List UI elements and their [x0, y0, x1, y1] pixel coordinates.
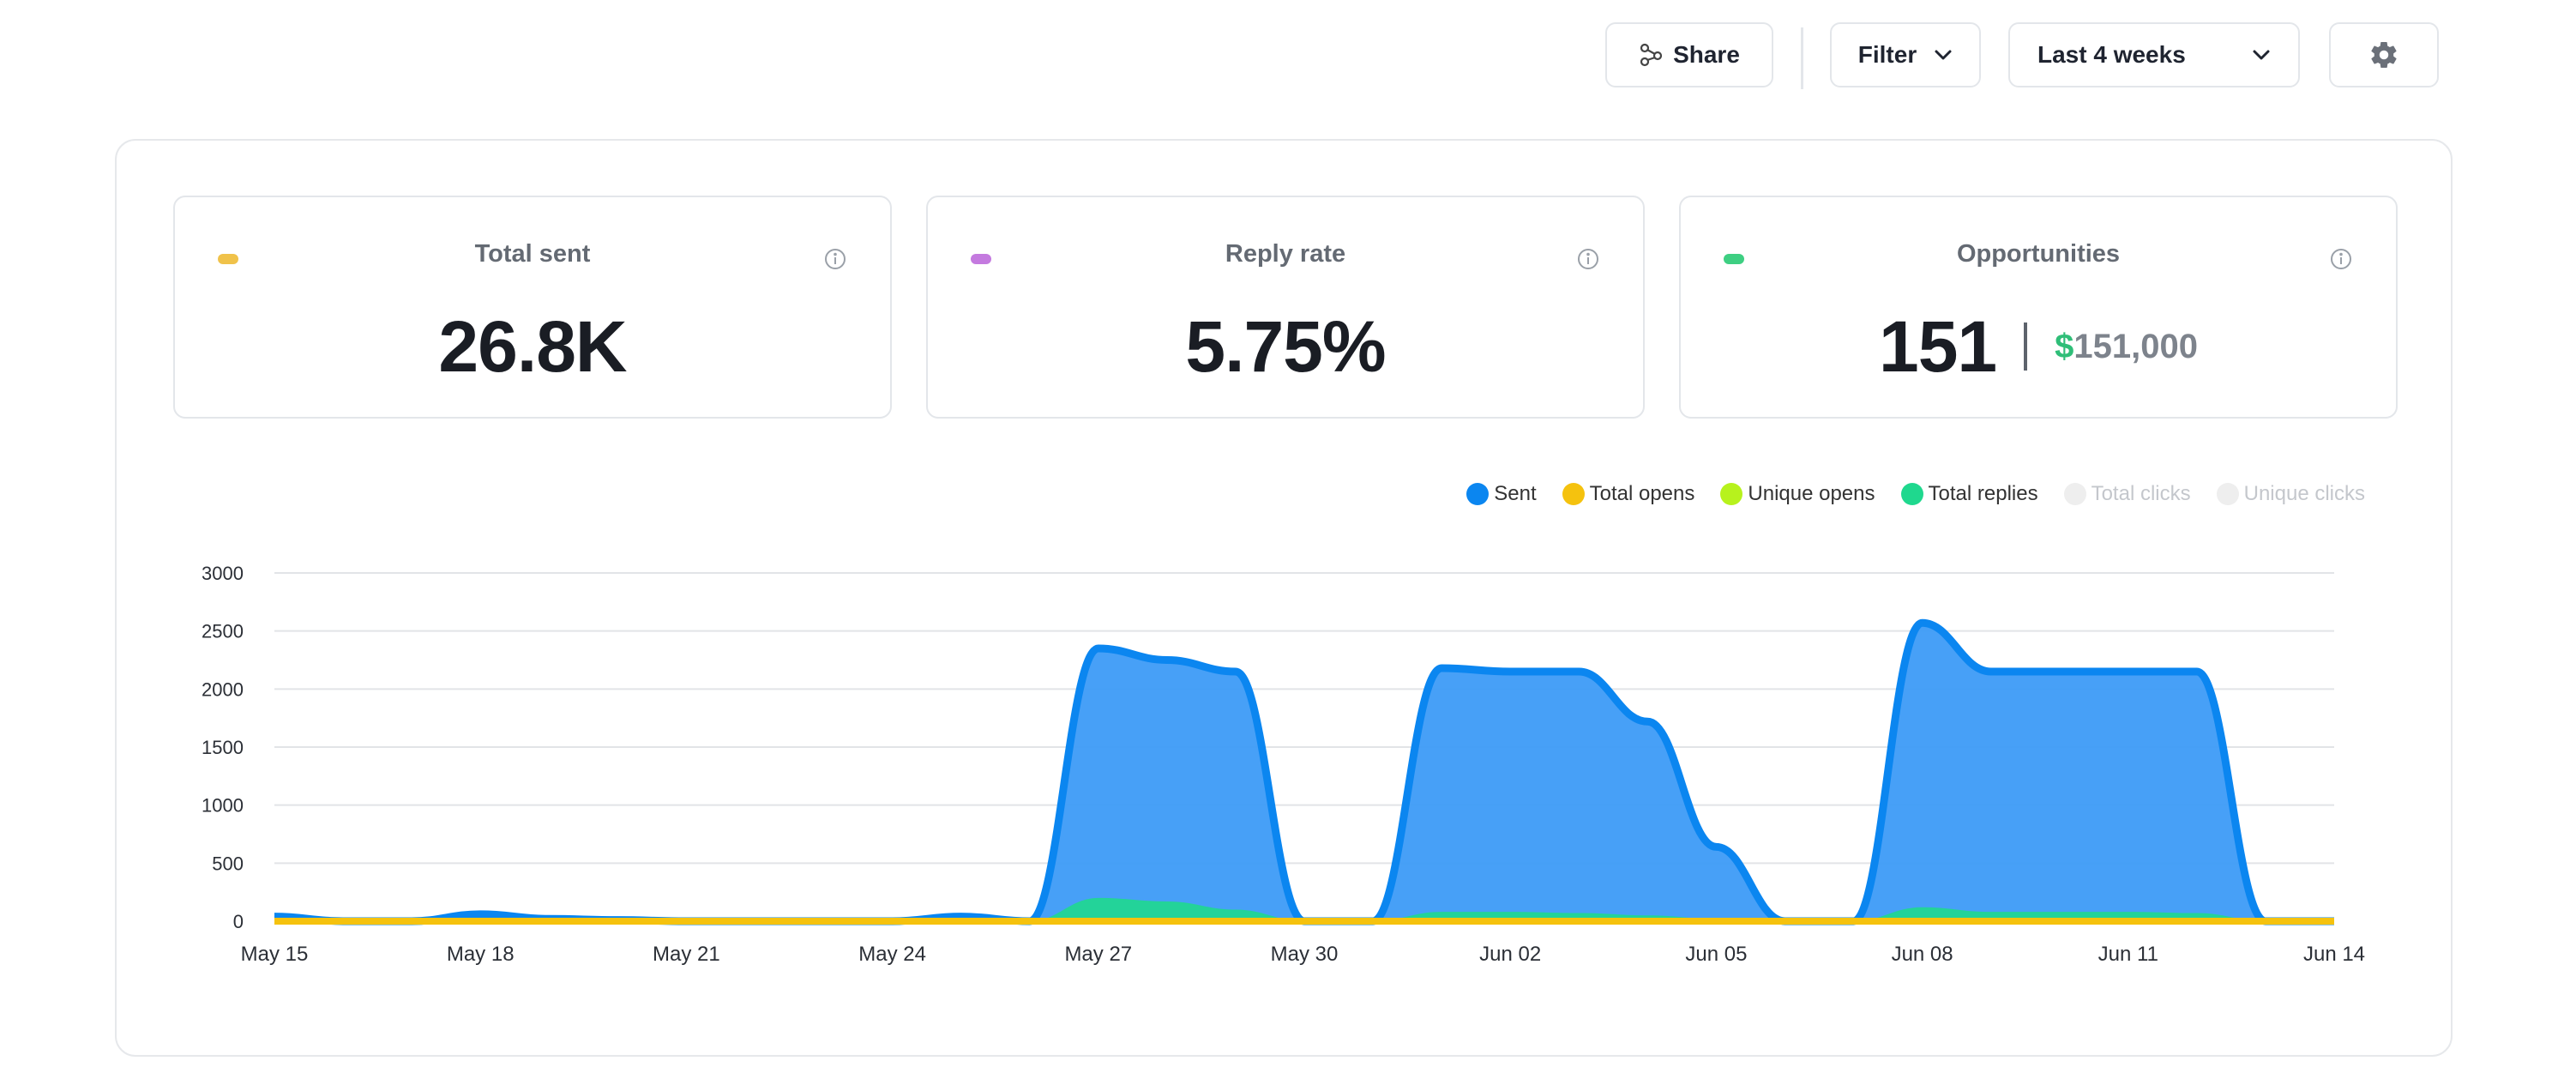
total-sent-value: 26.8K: [438, 306, 627, 387]
share-icon: [1639, 43, 1663, 67]
toolbar: Share Filter Last 4 weeks: [0, 22, 2576, 89]
reply-rate-card: Reply rate 5.75%: [926, 196, 1645, 419]
sent-area: [274, 623, 2334, 921]
legend-item-total-replies[interactable]: Total replies: [1900, 482, 2038, 506]
filter-label: Filter: [1857, 41, 1917, 68]
x-tick-label: May 24: [858, 943, 926, 966]
info-icon[interactable]: [823, 247, 847, 271]
y-tick-label: 1000: [202, 795, 244, 817]
x-tick-label: May 27: [1064, 943, 1132, 966]
x-tick-label: May 21: [653, 943, 720, 966]
legend-dot: [1466, 483, 1490, 505]
date-range-select[interactable]: Last 4 weeks: [2008, 22, 2300, 87]
x-tick-label: Jun 11: [2098, 943, 2158, 966]
opportunities-count: 151: [1879, 306, 1997, 387]
total-sent-title: Total sent: [474, 240, 591, 268]
x-tick-label: Jun 08: [1892, 943, 1953, 966]
opportunities-amount: $151,000: [2055, 329, 2198, 364]
x-tick-label: Jun 02: [1479, 943, 1541, 966]
settings-button[interactable]: [2329, 22, 2439, 87]
share-label: Share: [1673, 41, 1740, 68]
opportunities-amount-value: 151,000: [2073, 328, 2198, 365]
legend-dot: [2063, 483, 2086, 505]
y-tick-label: 1500: [202, 737, 244, 758]
reply-rate-value: 5.75%: [1185, 306, 1386, 387]
legend-label: Unique opens: [1748, 482, 1875, 505]
opportunities-indicator: [1724, 254, 1744, 264]
legend-dot: [2216, 483, 2239, 505]
chevron-down-icon: [1934, 49, 1953, 61]
gear-icon: [2368, 39, 2399, 70]
chart-legend: Sent Total opens Unique opens Total repl…: [1466, 482, 2365, 506]
share-button[interactable]: Share: [1605, 22, 1773, 87]
x-tick-label: Jun 14: [2303, 943, 2365, 966]
legend-dot: [1562, 483, 1585, 505]
currency-symbol: $: [2055, 328, 2074, 365]
y-tick-label: 2500: [202, 621, 244, 642]
x-tick-label: May 15: [241, 943, 309, 966]
legend-label: Total replies: [1928, 482, 2038, 505]
legend-label: Unique clicks: [2243, 482, 2365, 505]
legend-dot: [1900, 483, 1923, 505]
total-sent-indicator: [218, 254, 238, 264]
legend-dot: [1720, 483, 1743, 505]
y-tick-label: 0: [233, 911, 244, 932]
opportunities-value-row: 151 $151,000: [1681, 310, 2396, 383]
x-tick-label: May 30: [1271, 943, 1339, 966]
legend-label: Total clicks: [2091, 482, 2191, 505]
legend-item-total-opens[interactable]: Total opens: [1562, 482, 1695, 506]
opportunities-card: Opportunities 151 $151,000: [1679, 196, 2398, 419]
legend-item-total-clicks[interactable]: Total clicks: [2063, 482, 2191, 506]
toolbar-divider: [1801, 27, 1803, 89]
opportunities-title: Opportunities: [1956, 240, 2121, 268]
chevron-down-icon: [2252, 49, 2271, 61]
x-tick-label: May 18: [447, 943, 515, 966]
legend-label: Sent: [1494, 482, 1537, 505]
reply-rate-indicator: [971, 254, 991, 264]
total-sent-card: Total sent 26.8K: [173, 196, 892, 419]
y-tick-label: 500: [212, 853, 244, 874]
info-icon[interactable]: [1576, 247, 1600, 271]
legend-label: Total opens: [1589, 482, 1695, 505]
date-range-label: Last 4 weeks: [2037, 41, 2186, 68]
y-tick-label: 2000: [202, 678, 244, 700]
y-tick-label: 3000: [202, 563, 244, 584]
legend-item-sent[interactable]: Sent: [1466, 482, 1537, 506]
reply-rate-title: Reply rate: [1225, 240, 1346, 268]
legend-item-unique-opens[interactable]: Unique opens: [1720, 482, 1875, 506]
legend-item-unique-clicks[interactable]: Unique clicks: [2216, 482, 2365, 506]
info-icon[interactable]: [2329, 247, 2353, 271]
filter-button[interactable]: Filter: [1830, 22, 1981, 87]
x-tick-label: Jun 05: [1685, 943, 1747, 966]
value-divider: [2024, 323, 2028, 371]
